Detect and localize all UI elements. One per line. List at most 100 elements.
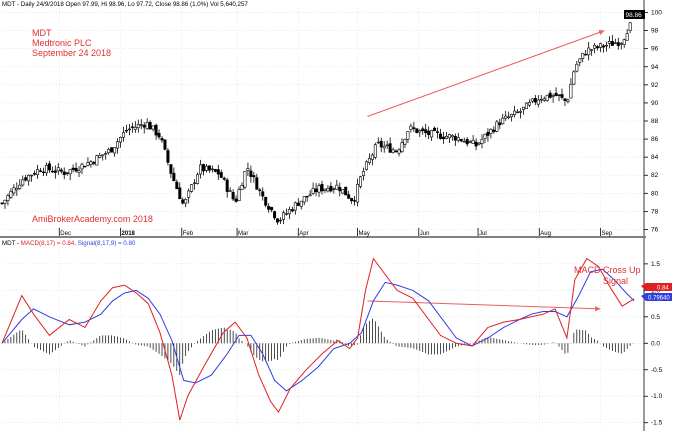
candle-body bbox=[530, 98, 534, 102]
candle-body bbox=[240, 185, 244, 190]
candle-body bbox=[293, 202, 297, 211]
candle-body bbox=[548, 92, 552, 98]
candle-body bbox=[56, 167, 60, 172]
candle-body bbox=[41, 171, 45, 174]
candle-body bbox=[172, 172, 176, 182]
candle-body bbox=[382, 145, 386, 149]
price-x-tick-label: Dec bbox=[60, 231, 71, 237]
candle-body bbox=[95, 155, 99, 166]
candle-body bbox=[533, 98, 537, 103]
macd-annotation-line1: MACD Cross Up bbox=[574, 265, 641, 275]
candle-body bbox=[276, 218, 280, 223]
candle-body bbox=[409, 125, 413, 130]
macd-header-macd: MACD(8,17) = 0.84, bbox=[21, 240, 76, 247]
candle-body bbox=[9, 191, 13, 198]
candle-body bbox=[593, 44, 597, 49]
candle-body bbox=[204, 165, 208, 171]
candle-body bbox=[15, 187, 19, 191]
candle-body bbox=[444, 135, 448, 139]
candle-body bbox=[584, 54, 588, 56]
candle-body bbox=[323, 188, 327, 191]
price-header: MDT - Daily 24/9/2018 Open 97.99, Hi 98.… bbox=[2, 1, 248, 8]
price-y-tick-label: 82 bbox=[651, 172, 659, 179]
candle-body bbox=[616, 42, 620, 47]
signal-line bbox=[1, 268, 635, 392]
macd-line bbox=[1, 257, 635, 421]
candle-body bbox=[450, 135, 454, 138]
candle-body bbox=[539, 98, 543, 101]
price-y-tick-label: 90 bbox=[651, 100, 659, 107]
candle-body bbox=[587, 47, 591, 56]
candle-body bbox=[320, 184, 324, 192]
candle-body bbox=[124, 130, 128, 132]
candle-body bbox=[305, 195, 309, 198]
price-x-tick-label: Aug bbox=[540, 231, 551, 237]
candle-body bbox=[18, 184, 22, 189]
candle-body bbox=[329, 185, 333, 192]
signal-value-tag: 0.79640 bbox=[641, 293, 672, 302]
price-y-tick-label: 76 bbox=[651, 226, 659, 233]
candle-body bbox=[415, 128, 419, 133]
candle-body bbox=[563, 98, 567, 101]
candle-body bbox=[471, 140, 475, 144]
signal-value-tag-text: 0.79640 bbox=[648, 296, 670, 302]
candle-body bbox=[566, 99, 570, 102]
price-trend-arrow bbox=[367, 29, 605, 117]
candle-body bbox=[145, 122, 149, 130]
candle-body bbox=[575, 63, 579, 72]
candle-body bbox=[237, 189, 241, 202]
candle-body bbox=[462, 141, 466, 143]
candle-body bbox=[489, 128, 493, 134]
candle-body bbox=[492, 129, 496, 132]
price-x-tick-label: Sep bbox=[602, 231, 613, 237]
macd-panel: -1.5-1.0-0.50.00.51.01.5 MDT - MACD(8,17… bbox=[1, 238, 672, 431]
candle-body bbox=[281, 212, 285, 220]
candle-body bbox=[367, 158, 371, 164]
candle-body bbox=[344, 186, 348, 196]
candle-body bbox=[252, 175, 256, 178]
price-trend-arrowhead bbox=[598, 29, 605, 35]
price-y-tick-label: 78 bbox=[651, 208, 659, 215]
candle-body bbox=[607, 41, 611, 44]
candle-body bbox=[373, 144, 377, 158]
candle-body bbox=[560, 94, 564, 98]
candle-body bbox=[59, 169, 63, 172]
candle-body bbox=[501, 117, 505, 125]
candle-body bbox=[12, 187, 16, 194]
candle-body bbox=[279, 219, 283, 222]
candle-body bbox=[604, 44, 608, 47]
candle-body bbox=[225, 179, 229, 192]
price-x-tick-label: May bbox=[359, 231, 370, 237]
candle-body bbox=[545, 94, 549, 101]
candle-body bbox=[270, 207, 274, 211]
candle-body bbox=[456, 137, 460, 141]
candle-body bbox=[246, 168, 250, 171]
candle-body bbox=[62, 171, 66, 175]
candle-body bbox=[44, 164, 48, 174]
candle-body bbox=[516, 111, 520, 114]
candle-body bbox=[169, 164, 173, 174]
candle-body bbox=[53, 170, 57, 173]
candle-body bbox=[527, 102, 531, 106]
candle-body bbox=[3, 199, 7, 204]
candle-body bbox=[104, 152, 108, 155]
price-panel: 76 78 80 82 84 86 88 90 92 94 96 98 100 Dec 2018 Feb Ma… bbox=[0, 0, 662, 237]
candle-body bbox=[228, 190, 232, 192]
candle-body bbox=[412, 127, 416, 129]
candle-body bbox=[350, 198, 354, 202]
candle-body bbox=[397, 149, 401, 154]
candle-body bbox=[430, 130, 434, 138]
candle-body bbox=[80, 163, 84, 170]
candle-body bbox=[284, 213, 288, 215]
candle-body bbox=[557, 94, 561, 96]
price-x-tick-label: Mar bbox=[238, 231, 248, 237]
candle-body bbox=[154, 124, 158, 136]
candle-body bbox=[36, 169, 40, 175]
candle-body bbox=[231, 192, 235, 200]
candle-body bbox=[92, 162, 96, 164]
candle-body bbox=[287, 209, 291, 215]
candle-body bbox=[0, 202, 4, 205]
last-price-tag: 98.86 bbox=[624, 10, 645, 19]
candle-body bbox=[65, 172, 69, 174]
